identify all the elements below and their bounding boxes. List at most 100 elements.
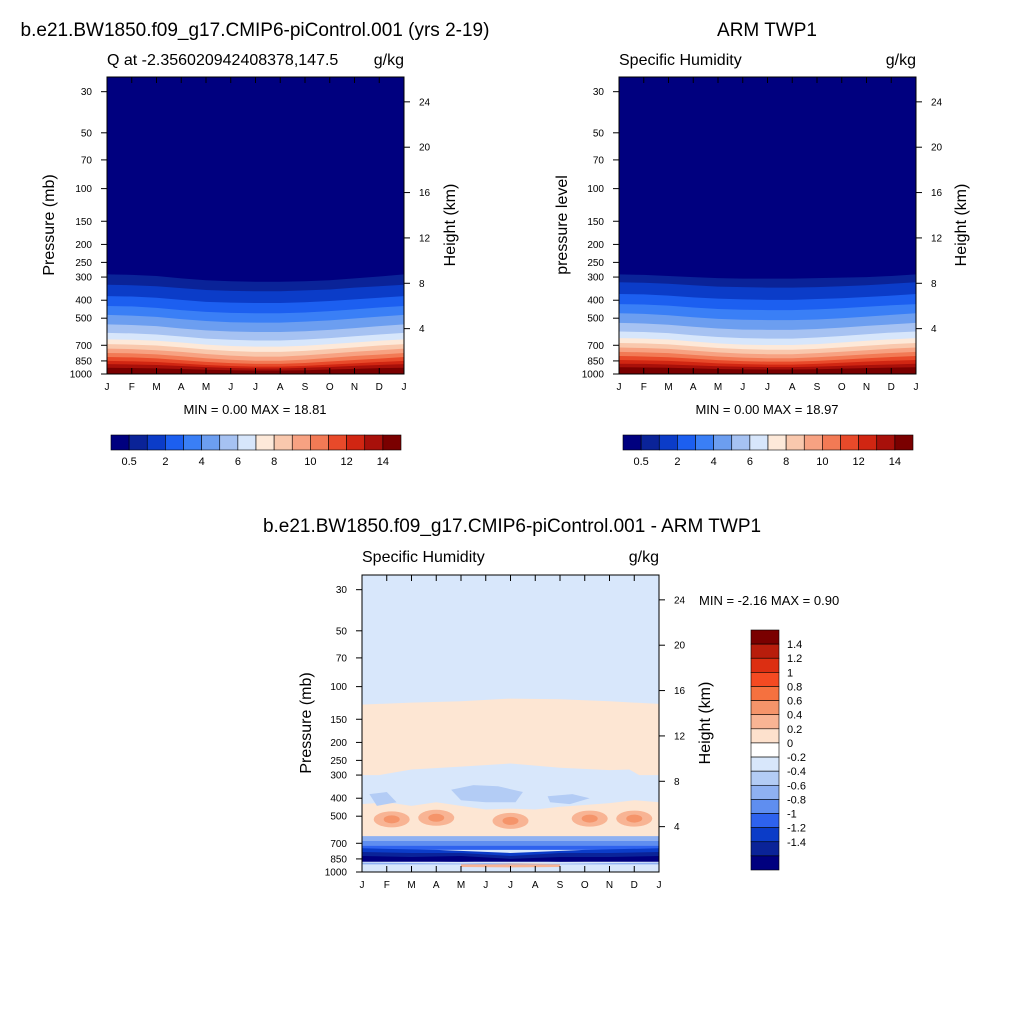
colorbar-label: 1.2 bbox=[787, 653, 802, 665]
colorbar-swatch bbox=[219, 434, 239, 451]
colorbar-swatch bbox=[750, 756, 780, 772]
x-tick-label: D bbox=[631, 880, 638, 891]
colorbar-swatch bbox=[364, 434, 384, 451]
x-tick-label: A bbox=[433, 880, 440, 891]
colorbar-swatch bbox=[750, 629, 780, 645]
y-axis-right-label: Height (km) bbox=[953, 184, 970, 267]
contour-band bbox=[362, 856, 659, 862]
y-tick-label: 30 bbox=[81, 87, 93, 98]
y-right-tick-label: 8 bbox=[931, 279, 937, 290]
y-tick-label: 30 bbox=[593, 87, 605, 98]
y-tick-label: 700 bbox=[330, 839, 347, 850]
x-tick-label: S bbox=[302, 382, 309, 393]
contour-band bbox=[451, 785, 523, 803]
y-tick-label: 400 bbox=[75, 296, 92, 307]
warm-anomaly-core bbox=[626, 814, 643, 823]
x-tick-label: J bbox=[360, 880, 365, 891]
y-tick-label: 300 bbox=[75, 273, 92, 284]
colorbar-label: 0.5 bbox=[633, 456, 648, 468]
y-right-tick-label: 20 bbox=[931, 143, 943, 154]
colorbar-label: 0.4 bbox=[787, 710, 802, 722]
colorbar: 0.5 2 4 6 8 10 12 14 bbox=[622, 434, 914, 468]
x-tick-label: F bbox=[641, 382, 647, 393]
colorbar-label: 8 bbox=[271, 456, 277, 468]
x-tick-label: A bbox=[532, 880, 539, 891]
min-max-stats: MIN = -2.16 MAX = 0.90 bbox=[699, 593, 839, 608]
y-tick-label: 100 bbox=[330, 682, 347, 693]
y-right-tick-label: 4 bbox=[931, 324, 937, 335]
colorbar-label: 12 bbox=[341, 456, 353, 468]
colorbar-label: 4 bbox=[199, 456, 205, 468]
colorbar-swatch bbox=[255, 434, 275, 451]
y-tick-label: 70 bbox=[81, 155, 93, 166]
warm-anomaly-core bbox=[502, 816, 519, 825]
y-tick-label: 850 bbox=[330, 854, 347, 865]
x-tick-label: M bbox=[664, 382, 672, 393]
y-tick-label: 150 bbox=[75, 217, 92, 228]
y-tick-label: 400 bbox=[587, 296, 604, 307]
y-tick-label: 100 bbox=[587, 184, 604, 195]
y-tick-label: 200 bbox=[587, 240, 604, 251]
colorbar-swatch bbox=[750, 813, 780, 828]
colorbar-swatch bbox=[183, 434, 202, 451]
y-tick-label: 70 bbox=[593, 155, 605, 166]
colorbar-label: 0 bbox=[787, 738, 793, 750]
panel-units-label: g/kg bbox=[886, 52, 916, 69]
x-tick-label: J bbox=[617, 382, 622, 393]
colorbar-label: 14 bbox=[889, 456, 901, 468]
colorbar-swatch bbox=[622, 434, 642, 451]
y-tick-label: 850 bbox=[75, 356, 92, 367]
x-tick-label: J bbox=[105, 382, 110, 393]
x-tick-label: F bbox=[129, 382, 135, 393]
colorbar-label: -1.2 bbox=[787, 823, 806, 835]
colorbar-label: 6 bbox=[747, 456, 753, 468]
y-tick-label: 150 bbox=[587, 217, 604, 228]
y-right-tick-label: 4 bbox=[419, 324, 425, 335]
panel-difference: b.e21.BW1850.f09_g17.CMIP6-piControl.001… bbox=[263, 516, 839, 891]
panel-main-title: b.e21.BW1850.f09_g17.CMIP6-piControl.001… bbox=[263, 516, 761, 537]
colorbar-swatch bbox=[677, 434, 696, 451]
y-right-tick-label: 20 bbox=[674, 641, 686, 652]
y-tick-label: 850 bbox=[587, 356, 604, 367]
min-max-stats: MIN = 0.00 MAX = 18.81 bbox=[183, 402, 326, 417]
panel-model: b.e21.BW1850.f09_g17.CMIP6-piControl.001… bbox=[21, 20, 490, 468]
colorbar-label: 14 bbox=[377, 456, 389, 468]
y-axis-label: Pressure (mb) bbox=[41, 174, 58, 275]
y-tick-label: 300 bbox=[587, 273, 604, 284]
colorbar-swatch bbox=[876, 434, 896, 451]
colorbar-swatch bbox=[803, 434, 823, 451]
colorbar-swatch bbox=[750, 742, 780, 758]
x-tick-label: J bbox=[765, 382, 770, 393]
x-tick-label: N bbox=[863, 382, 870, 393]
panel-left-label: Specific Humidity bbox=[619, 52, 742, 69]
y-tick-label: 500 bbox=[587, 314, 604, 325]
colorbar-swatch bbox=[310, 434, 329, 451]
x-tick-label: S bbox=[814, 382, 821, 393]
y-axis-label: Pressure (mb) bbox=[298, 672, 315, 773]
contour-band bbox=[362, 836, 659, 841]
y-tick-label: 200 bbox=[75, 240, 92, 251]
panel-main-title: b.e21.BW1850.f09_g17.CMIP6-piControl.001… bbox=[21, 20, 490, 41]
colorbar-label: 0.5 bbox=[121, 456, 136, 468]
colorbar-swatch bbox=[695, 434, 714, 451]
colorbar-label: 12 bbox=[853, 456, 865, 468]
x-tick-label: O bbox=[326, 382, 334, 393]
colorbar-label: 0.8 bbox=[787, 681, 802, 693]
x-tick-label: O bbox=[838, 382, 846, 393]
y-right-tick-label: 20 bbox=[419, 143, 431, 154]
colorbar-swatch bbox=[750, 700, 780, 716]
x-tick-label: D bbox=[376, 382, 383, 393]
colorbar-label: 1 bbox=[787, 667, 793, 679]
colorbar-swatch bbox=[382, 434, 402, 451]
colorbar-label: 6 bbox=[235, 456, 241, 468]
y-right-tick-label: 16 bbox=[931, 188, 943, 199]
colorbar-label: 0.2 bbox=[787, 724, 802, 736]
min-max-stats: MIN = 0.00 MAX = 18.97 bbox=[695, 402, 838, 417]
y-right-tick-label: 8 bbox=[674, 777, 680, 788]
y-tick-label: 100 bbox=[75, 184, 92, 195]
colorbar-swatch bbox=[328, 434, 347, 451]
y-axis-right-label: Height (km) bbox=[442, 184, 459, 267]
x-tick-label: F bbox=[384, 880, 390, 891]
colorbar-swatch bbox=[731, 434, 751, 451]
colorbar-swatch bbox=[165, 434, 184, 451]
